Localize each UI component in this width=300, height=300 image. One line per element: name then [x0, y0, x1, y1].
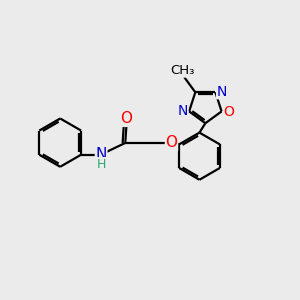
Text: O: O — [120, 111, 132, 126]
Text: O: O — [166, 135, 178, 150]
Text: CH₃: CH₃ — [170, 64, 195, 77]
Text: N: N — [95, 147, 107, 162]
Text: N: N — [217, 85, 227, 99]
Text: H: H — [96, 158, 106, 171]
Text: O: O — [224, 105, 234, 119]
Text: N: N — [178, 104, 188, 118]
